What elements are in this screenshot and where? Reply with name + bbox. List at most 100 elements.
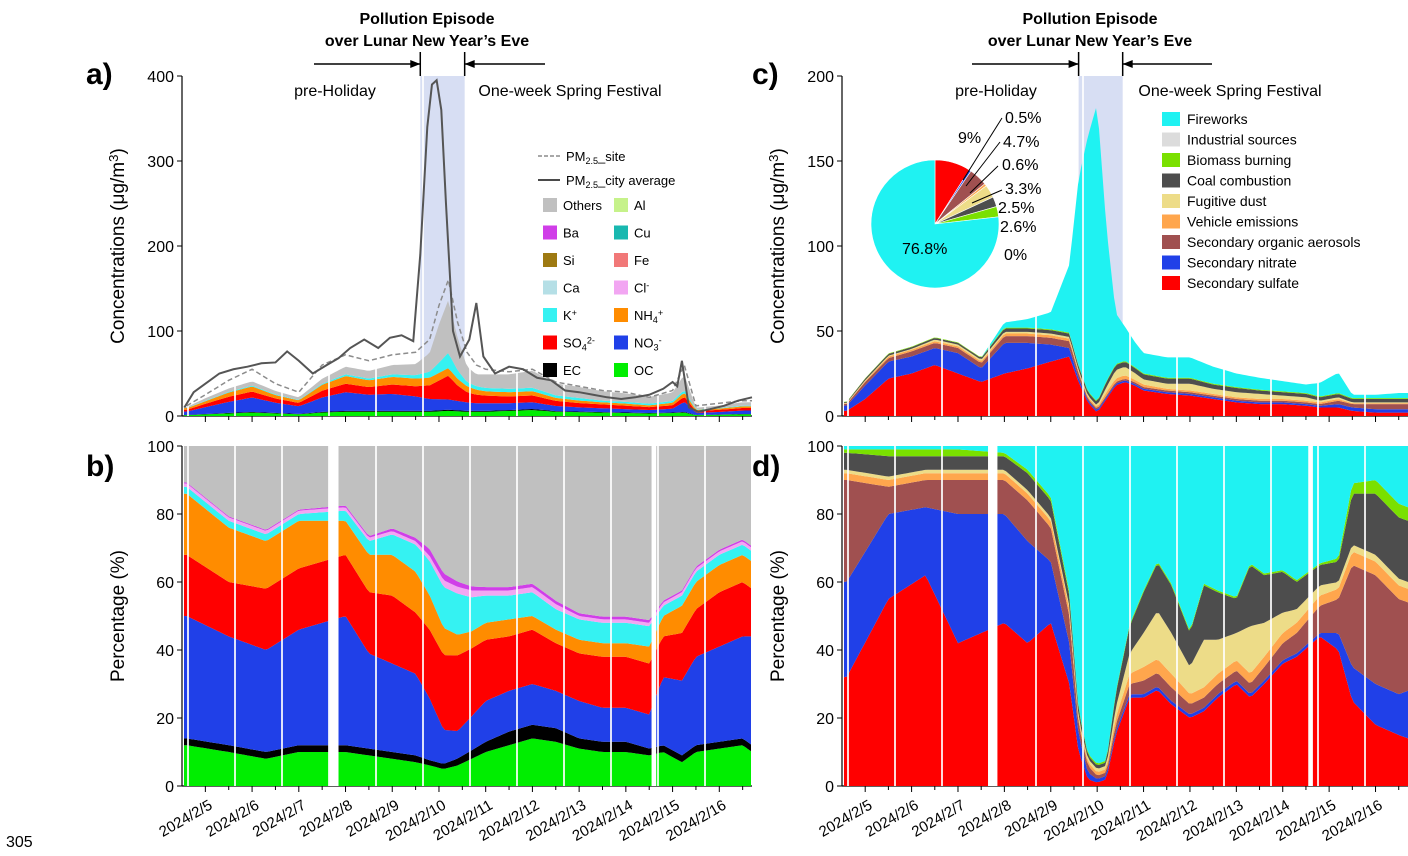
panel-label-a: a) (86, 58, 113, 91)
legend-swatch-OC (614, 363, 628, 377)
panel-label-c: c) (752, 58, 779, 91)
area-b-SO (184, 554, 751, 731)
legend-swatch-Vehicleemissions (1162, 214, 1180, 229)
legend-label-Fugitivedust: Fugitive dust (1187, 193, 1266, 209)
area-d-Vehicleemissions (844, 473, 1408, 776)
legend-swatch-Coalcombustion (1162, 173, 1180, 188)
pie-label-Industrialsources: 0% (1004, 247, 1027, 264)
area-b-NO (184, 616, 751, 764)
pie-leader-line (971, 189, 1003, 204)
legend-swatch-Biomassburning (1162, 153, 1180, 167)
area-b-Others (184, 446, 751, 621)
arrow-head-pre-c (1068, 60, 1079, 68)
area-b-K (184, 486, 751, 647)
area-c-Secondarysulfate (844, 356, 1408, 416)
legend-swatch-Si (543, 253, 557, 267)
legend-swatch-SO (543, 335, 557, 350)
legend-label-Fireworks: Fireworks (1187, 111, 1248, 127)
area-b-NH (184, 493, 751, 664)
y-tick-label-b: 40 (156, 643, 174, 660)
legend-label-Cl: Cl- (634, 280, 649, 295)
episode-title-line1-c: Pollution Episode (1022, 11, 1157, 28)
data-gap-d (988, 446, 998, 786)
y-tick-label-d: 100 (807, 439, 834, 456)
y-tick-label-b: 60 (156, 575, 174, 592)
y-tick-label-a: 300 (147, 154, 174, 171)
area-d-Secondaryorganicaerosols (844, 480, 1408, 779)
data-gap-d (1308, 446, 1313, 786)
y-tick-label-c: 150 (807, 154, 834, 171)
pie-leader-line (965, 141, 1001, 187)
pie-label-Secondarynitrate: 0.5% (1005, 110, 1041, 127)
legend-label-Fe: Fe (634, 253, 649, 268)
x-tick-label-b: 2024/2/6 (203, 797, 262, 841)
pie-leader-line (962, 117, 1003, 181)
legend-label-Ca: Ca (563, 281, 580, 296)
episode-title-line2-c: over Lunar New Year’s Eve (988, 33, 1192, 50)
legend-label-EC: EC (563, 363, 581, 378)
area-b-EC (184, 724, 751, 769)
area-a-NH (184, 368, 751, 412)
y-tick-label-c: 100 (807, 239, 834, 256)
area-c-Fugitivedust (844, 331, 1408, 407)
pie-label-Vehicleemissions: 0.6% (1002, 157, 1038, 174)
area-b-OC (184, 738, 751, 786)
legend-label-Industrialsources: Industrial sources (1187, 132, 1297, 148)
y-axis-label-d: Percentage (%) (768, 550, 789, 682)
legend-label-Si: Si (563, 253, 575, 268)
label-spring-festival: One-week Spring Festival (478, 83, 661, 100)
line-pm25-city (183, 78, 753, 413)
legend-swatch-Secondaryorganicaerosols (1162, 235, 1180, 249)
label-spring-festival-c: One-week Spring Festival (1138, 83, 1321, 100)
arrow-head-pre (410, 60, 421, 68)
y-tick-label-c: 200 (807, 69, 834, 86)
area-c-Coalcombustion (844, 328, 1408, 405)
x-tick-label-b: 2024/2/5 (156, 797, 215, 841)
y-tick-label-d: 40 (816, 643, 834, 660)
x-tick-label-b: 2024/2/8 (296, 797, 355, 841)
legend-label-Vehicleemissions: Vehicle emissions (1187, 214, 1298, 230)
legend-swatch-Ba (543, 225, 557, 240)
legend-swatch-Industrialsources (1162, 132, 1180, 147)
y-tick-label-c: 0 (825, 409, 834, 426)
y-tick-label-a: 400 (147, 69, 174, 86)
panel-label-b: b) (86, 450, 114, 483)
label-pre-holiday: pre-Holiday (294, 83, 376, 100)
legend-swatch-Secondarynitrate (1162, 255, 1180, 270)
legend-swatch-Ca (543, 280, 557, 295)
episode-title-line2-a: over Lunar New Year’s Eve (325, 33, 529, 50)
legend-swatch-NH (614, 308, 628, 322)
page-number: 305 (6, 834, 33, 851)
y-tick-label-d: 60 (816, 575, 834, 592)
area-d-Fireworks (844, 446, 1408, 764)
legend-label-Biomassburning: Biomass burning (1187, 152, 1291, 168)
legend-label-NO: NO3- (634, 335, 662, 352)
area-d-Secondarysulfate (844, 575, 1408, 786)
arrow-head-spring-c (1122, 60, 1133, 68)
legend-swatch-EC (543, 363, 557, 377)
legend-label-K: K+ (563, 308, 577, 323)
y-tick-label-a: 200 (147, 239, 174, 256)
area-c-Fireworks (844, 108, 1408, 402)
area-a-Others (184, 300, 751, 410)
y-axis-label-c: Concentrations (μg/m3) (766, 148, 789, 344)
legend-label-SO: SO42- (563, 335, 595, 352)
area-a-EC (184, 409, 751, 416)
pie-label-Biomassburning: 2.6% (1000, 219, 1036, 236)
y-tick-label-a: 100 (147, 324, 174, 341)
pie-label-Fireworks: 76.8% (902, 241, 947, 258)
legend-label-pm25-city: PM2.5_city average (566, 173, 675, 190)
y-tick-label-d: 80 (816, 507, 834, 524)
legend-swatch-NO (614, 335, 628, 350)
legend-label-Ba: Ba (563, 226, 580, 241)
y-tick-label-d: 20 (816, 711, 834, 728)
y-tick-label-b: 100 (147, 439, 174, 456)
legend-swatch-Cu (614, 225, 628, 240)
pie-leader-line (969, 165, 999, 194)
pie-label-Coalcombustion: 2.5% (998, 200, 1034, 217)
legend-label-OC: OC (634, 363, 654, 378)
label-pre-holiday-c: pre-Holiday (955, 83, 1037, 100)
y-tick-label-b: 80 (156, 507, 174, 524)
legend-swatch-Fe (614, 253, 628, 267)
